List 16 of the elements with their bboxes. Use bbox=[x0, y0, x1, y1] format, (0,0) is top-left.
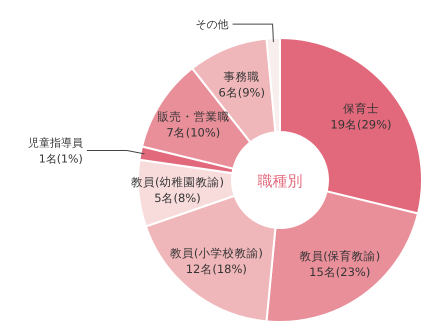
slice-label: その他 bbox=[196, 18, 229, 32]
data-label: 5名(8%) bbox=[154, 190, 201, 205]
slice-label: 児童指導員 bbox=[28, 136, 83, 150]
data-label: 1名(1%) bbox=[38, 152, 83, 166]
data-label: 7名(10%) bbox=[166, 125, 220, 140]
slice-label: 教員(小学校教諭) bbox=[170, 246, 263, 260]
slice-label: 保育士 bbox=[342, 101, 379, 116]
slice-label: 教員(保育教諭) bbox=[299, 248, 380, 263]
data-label: 12名(18%) bbox=[186, 262, 247, 276]
data-label: 6名(9%) bbox=[218, 85, 265, 100]
data-label: 15名(23%) bbox=[309, 264, 370, 279]
slice-label: 販売・営業職 bbox=[157, 109, 230, 124]
data-label: 19名(29%) bbox=[330, 117, 392, 132]
slice-label: 教員(幼稚園教諭) bbox=[130, 174, 224, 189]
text: 職種別 bbox=[258, 172, 302, 190]
slice-label: 事務職 bbox=[224, 69, 260, 84]
